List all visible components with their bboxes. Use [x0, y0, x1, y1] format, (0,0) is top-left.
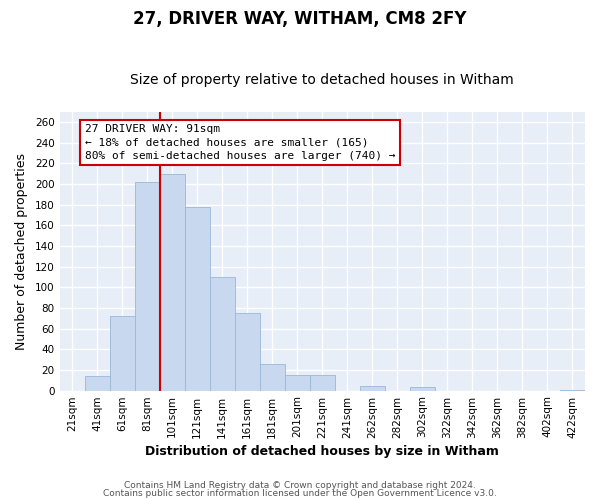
Bar	[285, 375, 310, 390]
Text: Contains HM Land Registry data © Crown copyright and database right 2024.: Contains HM Land Registry data © Crown c…	[124, 481, 476, 490]
Y-axis label: Number of detached properties: Number of detached properties	[15, 152, 28, 350]
Bar	[235, 313, 260, 390]
Bar	[209, 277, 235, 390]
Bar	[134, 182, 160, 390]
Bar	[310, 375, 335, 390]
Bar	[260, 364, 285, 390]
Text: Contains public sector information licensed under the Open Government Licence v3: Contains public sector information licen…	[103, 488, 497, 498]
Bar	[85, 376, 110, 390]
Bar	[110, 316, 134, 390]
Bar	[410, 388, 435, 390]
Text: 27, DRIVER WAY, WITHAM, CM8 2FY: 27, DRIVER WAY, WITHAM, CM8 2FY	[133, 10, 467, 28]
Bar	[185, 207, 209, 390]
Bar	[360, 386, 385, 390]
Title: Size of property relative to detached houses in Witham: Size of property relative to detached ho…	[130, 73, 514, 87]
Text: 27 DRIVER WAY: 91sqm
← 18% of detached houses are smaller (165)
80% of semi-deta: 27 DRIVER WAY: 91sqm ← 18% of detached h…	[85, 124, 395, 160]
X-axis label: Distribution of detached houses by size in Witham: Distribution of detached houses by size …	[145, 444, 499, 458]
Bar	[160, 174, 185, 390]
